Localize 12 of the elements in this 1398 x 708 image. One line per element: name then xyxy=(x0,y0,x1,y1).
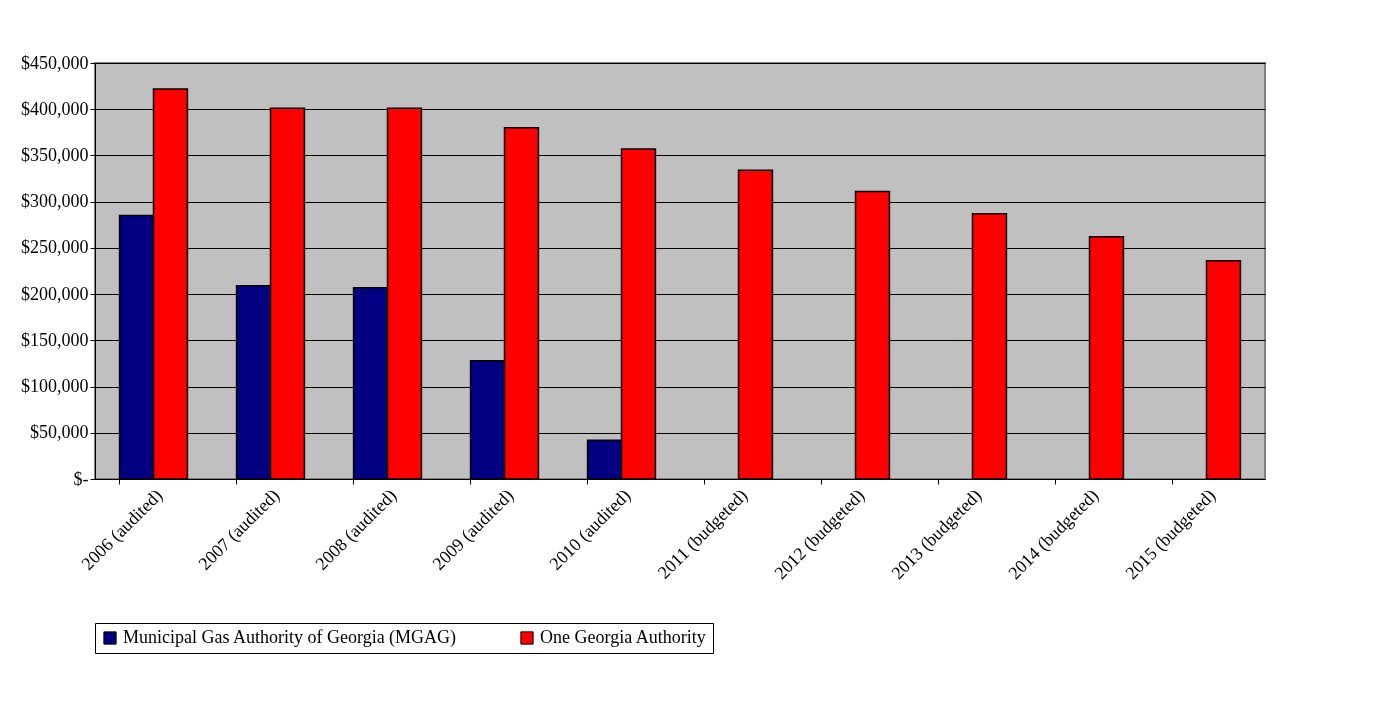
y-tick-label: $300,000 xyxy=(21,191,89,212)
y-tick-label: $250,000 xyxy=(21,237,89,258)
y-tick-label: $50,000 xyxy=(30,422,89,443)
y-tick-label: $- xyxy=(73,468,89,489)
y-tick-label: $350,000 xyxy=(21,144,89,165)
y-tick-label: $450,000 xyxy=(21,52,89,73)
legend-label: Municipal Gas Authority of Georgia (MGAG) xyxy=(123,627,457,648)
y-tick-label: $400,000 xyxy=(21,98,89,119)
y-tick-label: $100,000 xyxy=(21,376,89,397)
y-tick-label: $150,000 xyxy=(21,329,89,350)
y-tick-label: $200,000 xyxy=(21,283,89,304)
legend-label: One Georgia Authority xyxy=(540,627,706,647)
